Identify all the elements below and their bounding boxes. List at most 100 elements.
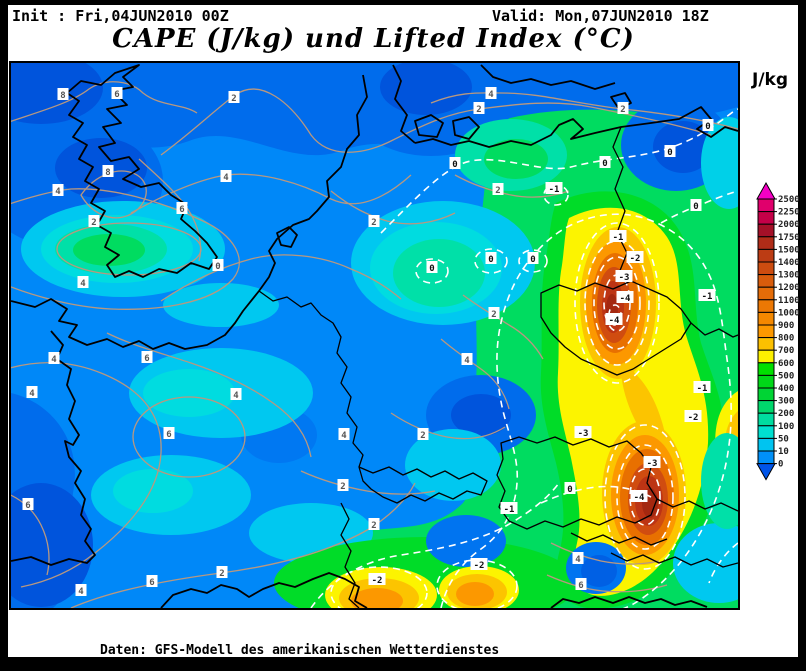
svg-text:6: 6 [166, 430, 171, 440]
coastline-jutland-east [392, 64, 416, 144]
li-negative-contours [310, 108, 738, 608]
colorbar-tick-label: 2500 [778, 195, 800, 205]
cape-fill-orange [456, 582, 494, 606]
li-contour-label: -3 [615, 270, 633, 283]
svg-text:-2: -2 [372, 576, 383, 586]
colorbar-segment [757, 400, 775, 414]
right-border-bar [798, 0, 806, 671]
cape-colorbar: 2500225020001750150014001300120011001000… [756, 182, 800, 481]
li-contour [474, 248, 508, 274]
li-contour-label: 0 [690, 199, 702, 212]
colorbar-segment [757, 349, 775, 364]
li-contour-label: 6 [575, 578, 587, 591]
li-contour [132, 396, 246, 478]
colorbar-segment [757, 324, 775, 339]
li-contour-label: -4 [616, 291, 634, 304]
cape-fill-teal [143, 369, 235, 417]
colorbar-segment [757, 437, 775, 452]
li-contour [546, 574, 668, 593]
li-contour-label: 2 [228, 91, 240, 104]
colorbar-tick-label: 10 [778, 447, 789, 457]
svg-text:6: 6 [179, 205, 184, 215]
li-contour-label: 4 [485, 87, 497, 100]
li-contour [380, 108, 738, 234]
svg-text:-4: -4 [620, 294, 631, 304]
li-contour-label: 4 [77, 276, 89, 289]
coastline-channel-lowcountries [11, 74, 368, 350]
svg-text:0: 0 [429, 264, 434, 274]
li-contour-label: 6 [176, 202, 188, 215]
svg-text:0: 0 [667, 148, 672, 158]
svg-text:-2: -2 [474, 561, 485, 571]
cape-fill-darkest [11, 63, 103, 124]
border-switzerland [358, 466, 488, 504]
border-france-germany [258, 290, 364, 468]
svg-text:4: 4 [51, 355, 57, 365]
svg-text:6: 6 [144, 354, 149, 364]
li-contour-label: 2 [88, 215, 100, 228]
svg-text:2: 2 [231, 94, 236, 104]
li-contour [300, 470, 436, 495]
li-contour-label: 0 [702, 119, 714, 132]
cape-fill-cyan [163, 283, 279, 327]
border-france-italy [340, 502, 360, 608]
svg-text:-1: -1 [702, 292, 713, 302]
li-contour [130, 173, 412, 214]
coastline-mediterranean [160, 572, 368, 608]
svg-text:0: 0 [530, 255, 535, 265]
svg-text:2: 2 [91, 218, 96, 228]
colorbar-tick-label: 50 [778, 434, 789, 444]
cape-fill-greencyan [393, 239, 485, 307]
li-contour-label: 4 [220, 170, 232, 183]
border-slovenia-croatia [570, 532, 738, 568]
li-contour-label: -1 [545, 182, 563, 195]
border-germany-poland [612, 126, 628, 274]
svg-text:2: 2 [620, 105, 625, 115]
colorbar-segment [757, 198, 775, 213]
li-contour-label: 0 [564, 482, 576, 495]
svg-text:6: 6 [114, 90, 119, 100]
svg-text:6: 6 [578, 581, 583, 591]
colorbar-segment [757, 362, 775, 376]
li-contour-label: 4 [75, 584, 87, 597]
li-contour [415, 258, 449, 284]
svg-text:4: 4 [223, 173, 229, 183]
li-contour [454, 174, 570, 198]
cape-fill-green-core [484, 139, 548, 179]
svg-text:4: 4 [341, 431, 347, 441]
cape-fill-darkest [380, 63, 472, 115]
svg-text:-4: -4 [609, 316, 620, 326]
svg-text:4: 4 [78, 587, 84, 597]
li-contour-label: -2 [684, 410, 702, 423]
li-contour-label: 2 [617, 102, 629, 115]
li-contour [550, 542, 660, 565]
li-contour-label: 2 [492, 183, 504, 196]
li-contour-label: 2 [488, 307, 500, 320]
cape-fill-cyan [701, 117, 738, 209]
cape-fill-orange [351, 588, 403, 608]
colorbar-arrow-bottom [756, 463, 776, 481]
li-contour-label: -3 [574, 426, 592, 439]
li-contour [330, 190, 456, 225]
cape-fill-cyan [405, 429, 501, 501]
cape-fill-layer [11, 63, 738, 608]
coastline-adriatic [550, 596, 708, 608]
li-contour-label: -4 [630, 490, 648, 503]
svg-text:0: 0 [488, 255, 493, 265]
svg-text:-2: -2 [688, 413, 699, 423]
li-contour [11, 361, 162, 588]
li-contour-label: 6 [163, 427, 175, 440]
colorbar-segment [757, 286, 775, 301]
colorbar-arrow-top [756, 182, 776, 200]
li-contour-label: 2 [368, 518, 380, 531]
colorbar-segment [757, 374, 775, 389]
colorbar-segment [757, 261, 775, 276]
li-contour-label: 6 [111, 87, 123, 100]
svg-text:4: 4 [233, 391, 239, 401]
colorbar-unit-label: J/kg [752, 70, 789, 90]
li-contour-label: 6 [141, 351, 153, 364]
colorbar-tick-label: 200 [778, 409, 794, 419]
colorbar-segment [757, 387, 775, 402]
li-contour [160, 254, 402, 302]
